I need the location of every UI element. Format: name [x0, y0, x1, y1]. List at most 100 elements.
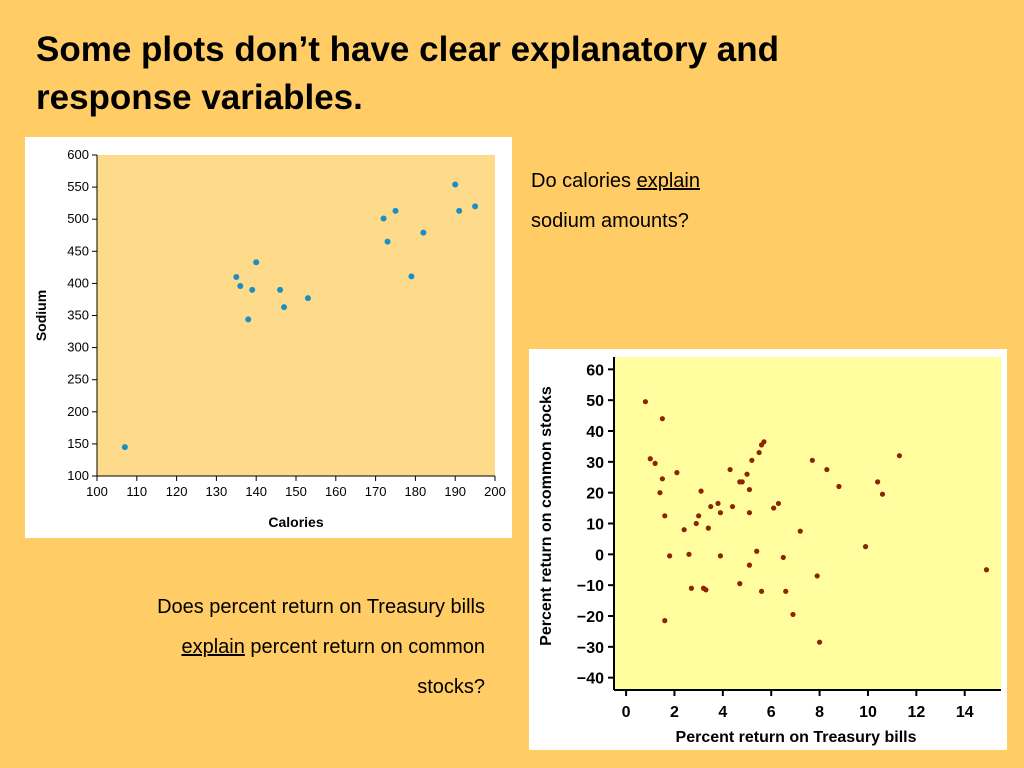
question2-line2-rest: percent return on common: [244, 636, 485, 658]
question2-explain-emphasis: explain: [181, 636, 245, 658]
plot1-data-point: [380, 215, 387, 222]
plot2-data-point: [686, 551, 692, 557]
slide-title-line-1: Some plots don’t have clear explanatory …: [36, 30, 779, 69]
plot2-data-point: [775, 500, 782, 507]
plot1-x-tick-label: 180: [405, 484, 427, 499]
plot1-x-tick-label: 150: [285, 484, 307, 499]
plot2-y-tick-label: −20: [577, 609, 604, 626]
plot2-data-point: [698, 488, 704, 494]
plot2-data-point: [729, 503, 736, 510]
plot2-x-tick-label: 14: [956, 704, 974, 721]
plot2-data-point: [824, 466, 830, 473]
plot2-area: [614, 357, 1001, 690]
plot1-data-point: [245, 316, 252, 323]
plot2-data-point: [715, 500, 721, 507]
slide-title-line-2: response variables.: [36, 78, 363, 117]
plot2-data-point: [862, 544, 869, 550]
question1-explain-emphasis: explain: [636, 170, 700, 192]
plot1-area: [97, 155, 495, 476]
plot2-data-point: [662, 513, 668, 519]
plot2-data-point: [739, 479, 745, 485]
plot2-data-point: [836, 483, 842, 490]
plot1-y-tick-label: 250: [67, 372, 89, 387]
plot1-x-tick-label: 130: [206, 484, 228, 499]
plot2-data-point: [746, 562, 753, 568]
plot2-data-point: [708, 503, 714, 510]
plot2-data-point: [983, 567, 990, 573]
plot2-data-point: [717, 510, 724, 516]
plot2-data-point: [737, 581, 743, 587]
plot2-data-point: [688, 585, 694, 591]
question1-prefix: Do calories: [531, 170, 637, 192]
plot2-y-tick-label: −30: [577, 640, 604, 657]
plot1-x-tick-label: 140: [245, 484, 267, 499]
plot1-x-tick-label: 200: [484, 484, 506, 499]
plot2-x-tick-label: 4: [718, 704, 727, 721]
plot1-data-point: [456, 207, 463, 214]
plot1-x-axis-label: Calories: [268, 514, 323, 530]
plot2-data-point: [780, 554, 786, 561]
plot1-x-tick-label: 170: [365, 484, 387, 499]
plot1-y-tick-label: 350: [67, 308, 89, 323]
question1-line1: Do calories explain: [531, 161, 791, 201]
plot2-data-point: [754, 548, 760, 554]
plot1-data-point: [420, 229, 427, 236]
plot2-x-axis-label: Percent return on Treasury bills: [676, 729, 917, 746]
plot2-y-tick-label: 50: [586, 393, 604, 410]
plot1-y-tick-label: 400: [67, 275, 89, 290]
plot2-x-tick-label: 0: [622, 704, 631, 721]
question1-line2: sodium amounts?: [531, 210, 689, 232]
plot1-y-tick-label: 500: [67, 211, 89, 226]
plot2-data-point: [879, 491, 886, 497]
calories-sodium-chart-panel: 100 150 200 250 300 350 400 450 500 550 600 100 110 1…: [25, 137, 512, 538]
plot1-data-point: [304, 295, 311, 302]
slide-title: Some plots don’t have clear explanatory …: [36, 26, 996, 122]
plot1-data-point: [121, 444, 128, 451]
plot1-y-tick-label: 550: [67, 179, 89, 194]
plot2-data-point: [667, 553, 673, 559]
plot2-data-point: [783, 588, 789, 594]
plot1-x-tick-label: 100: [86, 484, 108, 499]
plot1-y-tick-label: 100: [67, 468, 89, 483]
plot2-data-point: [771, 505, 777, 511]
question-treasury-stocks: Does percent return on Treasury bills ex…: [40, 587, 485, 707]
plot2-data-point: [717, 553, 724, 559]
plot1-y-tick-label: 150: [67, 436, 89, 451]
plot2-y-tick-label: 30: [586, 455, 604, 472]
plot2-data-point: [746, 486, 753, 493]
question-calories-sodium: Do calories explain sodium amounts?: [531, 161, 791, 241]
plot1-x-tick-label: 120: [166, 484, 188, 499]
plot2-x-tick-label: 6: [767, 704, 776, 721]
question2-line1: Does percent return on Treasury bills: [157, 596, 485, 618]
plot2-data-point: [647, 456, 653, 462]
plot2-data-point: [703, 587, 709, 593]
plot2-data-point: [875, 479, 881, 485]
plot1-data-point: [392, 207, 399, 214]
plot1-x-tick-label: 190: [444, 484, 466, 499]
plot2-data-point: [662, 618, 668, 624]
plot2-data-point: [727, 466, 733, 473]
plot1-y-tick-label: 600: [67, 147, 89, 162]
plot2-data-point: [659, 416, 665, 422]
plot2-x-tick-label: 10: [859, 704, 877, 721]
plot1-data-point: [384, 238, 391, 245]
plot1-data-point: [249, 286, 256, 293]
question2-line3: stocks?: [417, 676, 485, 698]
plot2-x-tick-label: 12: [907, 704, 925, 721]
plot1-data-point: [281, 304, 288, 311]
plot2-data-point: [758, 588, 765, 594]
plot1-data-point: [253, 259, 260, 266]
plot2-data-point: [659, 476, 665, 482]
plot1-x-tick-label: 110: [126, 484, 147, 499]
plot2-data-point: [896, 453, 903, 459]
plot1-data-point: [472, 203, 479, 210]
question2-line2: explain percent return on common: [40, 627, 485, 667]
plot1-x-tick-label: 160: [325, 484, 347, 499]
plot2-data-point: [657, 490, 663, 496]
plot1-data-point: [452, 181, 459, 188]
plot2-data-point: [681, 527, 687, 533]
plot2-data-point: [790, 611, 796, 618]
plot2-data-point: [809, 457, 815, 463]
plot2-data-point: [696, 513, 702, 519]
plot2-data-point: [756, 449, 762, 456]
